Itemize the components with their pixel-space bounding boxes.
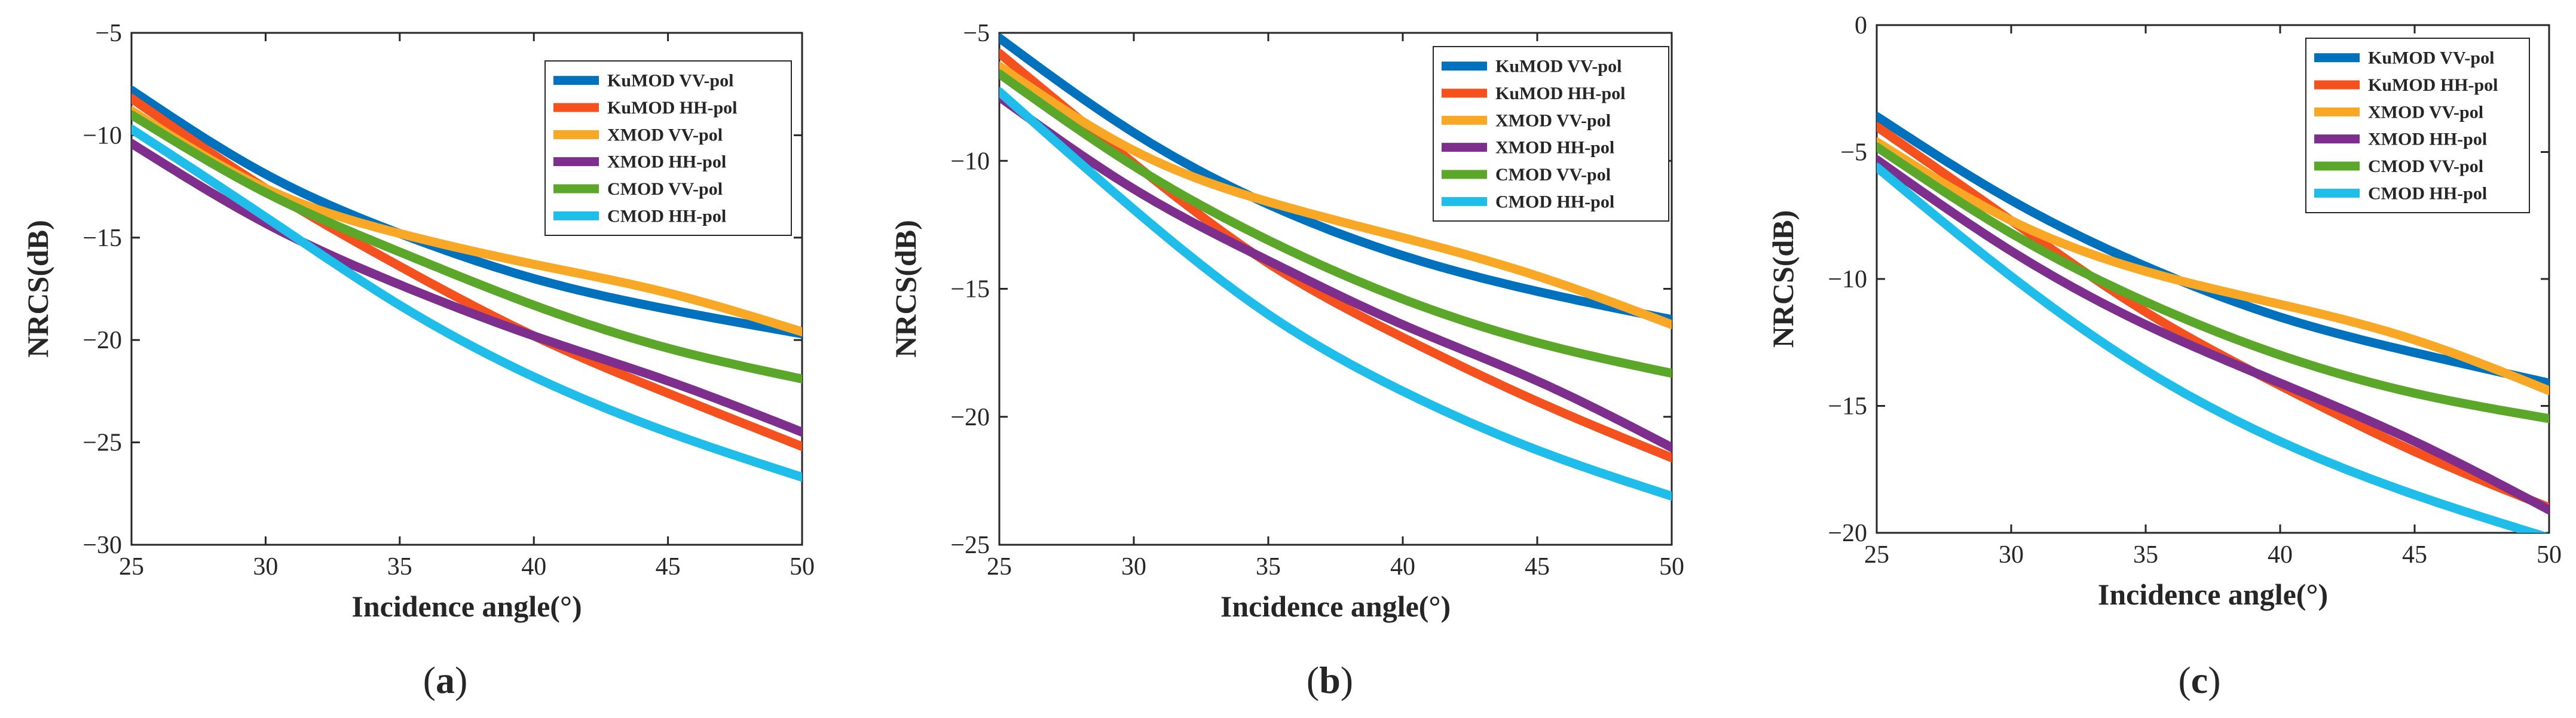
- y-tick-label: −25: [82, 429, 122, 457]
- series-line-xmod-hh-pol: [1877, 155, 2549, 515]
- y-axis-label: NRCS(dB): [889, 220, 922, 358]
- series-line-xmod-hh-pol: [131, 139, 802, 437]
- legend-entry: CMOD VV-pol: [1495, 165, 1611, 185]
- x-tick-label: 30: [1121, 553, 1146, 581]
- legend-entry: CMOD HH-pol: [1495, 192, 1614, 211]
- y-tick-label: −30: [82, 532, 122, 559]
- legend-box: [1433, 46, 1669, 222]
- legend-entry: KuMOD VV-pol: [1495, 57, 1622, 76]
- x-axis-label: Incidence angle(°): [351, 590, 582, 623]
- x-tick-label: 25: [1864, 541, 1889, 569]
- y-tick-label: −25: [950, 532, 990, 559]
- series-line-cmod-vv-pol: [999, 69, 1672, 378]
- series-line-kumod-vv-pol: [999, 33, 1672, 324]
- series-line-kumod-vv-pol: [1877, 112, 2549, 388]
- x-axis-label: Incidence angle(°): [2098, 578, 2328, 611]
- x-tick-label: 50: [2537, 541, 2562, 569]
- series-line-cmod-vv-pol: [131, 110, 802, 383]
- x-tick-label: 25: [987, 553, 1012, 581]
- y-tick-label: −20: [1828, 520, 1867, 547]
- series-line-cmod-vv-pol: [1877, 142, 2549, 424]
- y-tick-label: −10: [950, 148, 990, 175]
- series-line-xmod-vv-pol: [999, 62, 1672, 329]
- panel-label: (c): [2178, 659, 2220, 701]
- panel-label: (a): [423, 659, 468, 701]
- x-tick-label: 35: [2133, 541, 2158, 569]
- x-tick-label: 30: [1999, 541, 2024, 569]
- series-line-cmod-hh-pol: [1877, 162, 2548, 533]
- y-tick-label: −5: [963, 20, 990, 47]
- panel-letter: b: [1319, 659, 1341, 701]
- legend-entry: KuMOD VV-pol: [2368, 48, 2494, 68]
- series-group: [1877, 112, 2549, 533]
- x-tick-label: 40: [1390, 553, 1415, 581]
- panel-label: (b): [1307, 659, 1353, 701]
- y-tick-label: −5: [1840, 139, 1867, 167]
- legend: KuMOD VV-pol KuMOD HH-pol XMOD VV-pol XMOD …: [2305, 38, 2530, 213]
- y-tick-label: −15: [82, 225, 122, 252]
- y-tick-label: −10: [1828, 266, 1867, 293]
- x-axis-label: Incidence angle(°): [1220, 590, 1451, 623]
- legend-entry: XMOD VV-pol: [2368, 102, 2483, 122]
- y-tick-label: −20: [82, 327, 122, 354]
- legend-box: [2305, 38, 2530, 213]
- legend-entry: KuMOD HH-pol: [2368, 75, 2498, 95]
- chart-panel-c: 25 30 35 40 45 50 0 −5 −10 −15 −20 Incidence angle(…: [1766, 12, 2562, 701]
- x-tick-label: 45: [1525, 553, 1550, 581]
- series-line-cmod-hh-pol: [131, 124, 802, 482]
- panel-letter: c: [2191, 659, 2208, 701]
- x-tick-label: 40: [2268, 541, 2293, 569]
- x-tick-label: 25: [119, 553, 144, 581]
- x-tick-label: 35: [387, 553, 412, 581]
- legend-entry: XMOD HH-pol: [1495, 138, 1614, 158]
- y-tick-label: −5: [95, 20, 122, 47]
- x-tick-label: 50: [790, 553, 815, 581]
- legend-entry: XMOD HH-pol: [2368, 130, 2487, 149]
- series-line-cmod-hh-pol: [999, 87, 1672, 501]
- x-tick-label: 45: [656, 553, 681, 581]
- y-tick-label: −10: [82, 122, 122, 149]
- chart-panel-a: 25 30 35 40 45 50 −5 −10 −15 −20 −25 −30 Incidence a…: [21, 20, 815, 701]
- series-line-xmod-hh-pol: [999, 92, 1672, 452]
- y-tick-label: −20: [950, 404, 990, 431]
- x-tick-label: 30: [253, 553, 278, 581]
- legend: KuMOD VV-pol KuMOD HH-pol XMOD VV-pol XMOD …: [1433, 46, 1669, 222]
- x-tick-label: 40: [521, 553, 546, 581]
- y-axis-label: NRCS(dB): [1766, 210, 1800, 348]
- y-tick-label: −15: [950, 276, 990, 303]
- legend: KuMOD VV-pol KuMOD HH-pol XMOD VV-pol XMOD …: [544, 60, 792, 236]
- legend-entry: KuMOD HH-pol: [1495, 84, 1626, 103]
- x-tick-label: 35: [1256, 553, 1281, 581]
- series-group: [131, 85, 802, 482]
- series-group: [999, 33, 1672, 501]
- series-line-xmod-vv-pol: [1877, 137, 2549, 395]
- series-line-kumod-vv-pol: [131, 85, 802, 339]
- legend-entry: CMOD HH-pol: [607, 206, 726, 226]
- legend-box: [544, 60, 792, 236]
- y-tick-label: 0: [1855, 12, 1867, 39]
- x-tick-label: 50: [1659, 553, 1684, 581]
- legend-entry: CMOD VV-pol: [607, 179, 723, 199]
- y-axis-label: NRCS(dB): [21, 220, 54, 358]
- legend-entry: CMOD VV-pol: [2368, 157, 2483, 176]
- series-line-kumod-hh-pol: [999, 48, 1672, 462]
- y-tick-label: −15: [1828, 393, 1867, 421]
- legend-entry: XMOD VV-pol: [607, 125, 723, 145]
- chart-panel-b: 25 30 35 40 45 50 −5 −10 −15 −20 −25 Incidence angl…: [889, 20, 1684, 701]
- legend-entry: CMOD HH-pol: [2368, 183, 2487, 203]
- x-tick-label: 45: [2402, 541, 2427, 569]
- legend-entry: KuMOD HH-pol: [607, 98, 738, 118]
- panel-letter: a: [436, 659, 455, 701]
- legend-entry: XMOD VV-pol: [1495, 111, 1611, 130]
- legend-entry: KuMOD VV-pol: [607, 71, 733, 91]
- legend-entry: XMOD HH-pol: [607, 152, 726, 172]
